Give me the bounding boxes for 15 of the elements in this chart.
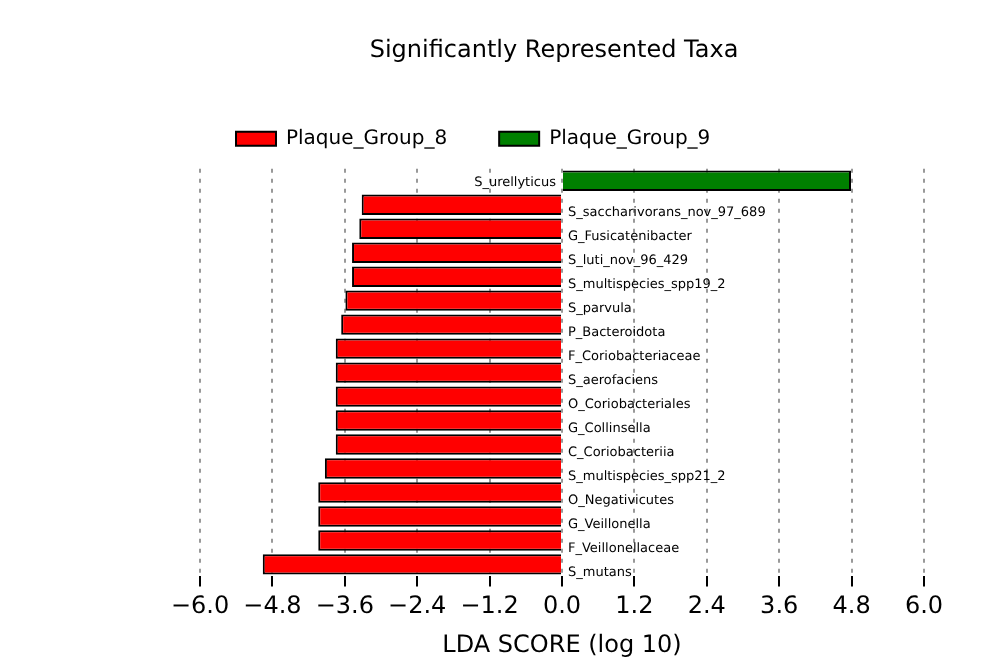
legend-label: Plaque_Group_8 — [286, 127, 448, 150]
x-tick-label: 6.0 — [904, 591, 944, 620]
legend-label: Plaque_Group_9 — [549, 127, 711, 150]
x-tick-label: 2.4 — [687, 591, 726, 620]
x-tick-label: 4.8 — [832, 591, 871, 620]
x-tick-label: −1.2 — [460, 591, 519, 620]
x-tick-label: −4.8 — [243, 591, 302, 620]
x-tick-label: −2.4 — [388, 591, 447, 620]
x-tick-label: 3.6 — [760, 591, 799, 620]
x-tick-label: −3.6 — [315, 591, 374, 620]
x-axis-title: LDA SCORE (log 10) — [442, 629, 682, 658]
chart-title: Significantly Represented Taxa — [369, 34, 739, 63]
x-tick-label: 0.0 — [542, 591, 582, 620]
x-tick-label: −6.0 — [170, 591, 230, 620]
x-tick-label: 1.2 — [615, 591, 654, 620]
